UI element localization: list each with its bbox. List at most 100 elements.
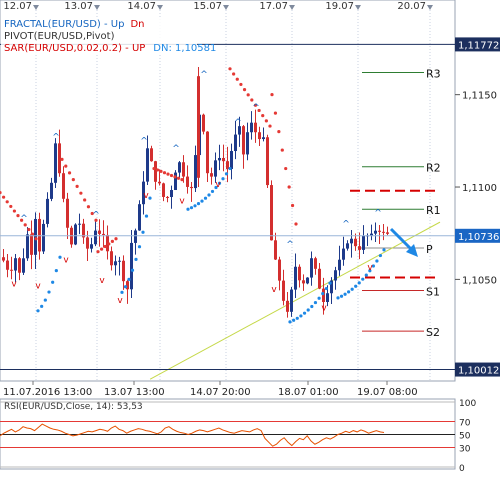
- candle: [34, 212, 37, 269]
- rsi-title: RSI(EUR/USD,Close, 14): 53,53: [4, 402, 143, 412]
- candle: [42, 219, 45, 254]
- date-marker-icon: [289, 5, 295, 10]
- candle: [274, 232, 277, 261]
- fractal-up-icon: ^: [52, 133, 60, 143]
- sar-dot: [123, 285, 128, 289]
- pivot-level-label: R2: [426, 162, 441, 175]
- sar-dot: [110, 239, 114, 243]
- price-tag-label: 1,11772: [458, 40, 499, 51]
- sar-dot: [67, 171, 72, 175]
- sar-dot: [20, 218, 24, 222]
- fractal-down-icon: v: [179, 196, 185, 206]
- sar-dot: [336, 296, 340, 300]
- candle: [102, 220, 105, 248]
- candle: [278, 256, 281, 291]
- candle: [342, 236, 345, 266]
- sar-dot: [347, 290, 351, 294]
- candle: [126, 279, 129, 304]
- candle: [6, 254, 9, 278]
- sar-dot: [60, 157, 64, 161]
- candle: [178, 160, 181, 179]
- candle: [270, 180, 273, 241]
- sar-dot: [155, 168, 160, 172]
- fractal-down-icon: v: [11, 280, 17, 290]
- candle: [386, 226, 389, 236]
- sar-dot: [90, 211, 94, 216]
- legend-sar: SAR(EUR/USD,0.02,0.2) - UP DN: 1,10581: [4, 43, 216, 54]
- candle: [174, 170, 177, 191]
- sar-dot: [47, 290, 51, 294]
- candle: [82, 218, 85, 244]
- sar-dot: [364, 273, 368, 277]
- candle: [90, 237, 93, 253]
- y-tick-label: 1,1050: [462, 275, 497, 286]
- fractal-markers: ^ ^ ^ ^ ^ ^ ^ ^ ^ ^ ^ v v v v v v v v v v v: [11, 70, 381, 314]
- sar-dot: [270, 93, 274, 97]
- date-marker-icon: [33, 5, 39, 10]
- fractal-down-icon: v: [35, 281, 41, 291]
- main-plot-frame: [0, 0, 456, 382]
- candle: [182, 155, 185, 183]
- sar-dot: [180, 178, 184, 182]
- sar-dot: [107, 242, 111, 246]
- sar-dot: [148, 196, 152, 200]
- candle: [346, 240, 349, 251]
- candlesticks: [2, 66, 389, 318]
- sar-dot: [134, 257, 138, 261]
- candle: [114, 255, 117, 276]
- candle: [306, 277, 309, 285]
- candle: [218, 144, 221, 171]
- candle: [146, 135, 149, 186]
- fractal-up-icon: ^: [374, 208, 382, 218]
- candle: [250, 111, 253, 140]
- top-date-label: 19.07: [325, 1, 354, 12]
- sar-dot: [361, 277, 365, 281]
- sar-dot: [375, 259, 379, 263]
- date-marker-icon: [157, 5, 163, 10]
- rsi-tick-label: 100: [459, 399, 476, 409]
- x-tick-label: 18.07 01:00: [278, 387, 339, 398]
- sar-dot: [203, 196, 208, 200]
- sar-dot: [292, 318, 296, 322]
- sar-dot: [96, 250, 100, 254]
- fractal-up-icon: ^: [140, 136, 148, 146]
- sar-dot: [207, 193, 211, 197]
- grid: [35, 10, 431, 381]
- sar-dot: [83, 198, 87, 202]
- sar-dot: [295, 316, 299, 320]
- sar-dot: [284, 166, 288, 171]
- candle: [194, 145, 197, 193]
- sar-dot: [120, 290, 124, 294]
- sar-dot: [166, 172, 170, 176]
- candle: [166, 195, 169, 203]
- sar-dot: [294, 222, 298, 226]
- candle: [158, 169, 161, 186]
- fractal-down-icon: v: [321, 304, 327, 314]
- rsi-line: [0, 423, 385, 447]
- trendline: [149, 221, 441, 380]
- candle: [74, 223, 77, 246]
- fractal-down-icon: v: [215, 180, 221, 190]
- candle: [318, 263, 321, 290]
- sar-dot: [321, 292, 325, 296]
- candle: [374, 222, 377, 243]
- sar-dot: [58, 255, 62, 259]
- candle: [58, 129, 61, 177]
- candle: [230, 143, 233, 180]
- sar-dot: [339, 294, 344, 298]
- sar-dot: [173, 175, 177, 179]
- candle: [262, 127, 265, 142]
- sar-dot: [253, 103, 258, 107]
- sar-dot: [186, 207, 190, 211]
- sar-dot: [287, 185, 291, 189]
- sar-dot: [79, 191, 83, 195]
- sar-dot: [299, 314, 303, 318]
- sar-dot: [357, 281, 361, 285]
- pivot-level-label: R3: [426, 67, 441, 80]
- sar-dot: [0, 190, 2, 195]
- rsi-panel: RSI(EUR/USD,Close, 14): 53,53 100 70 50 30 0: [0, 399, 476, 474]
- candle: [350, 230, 353, 258]
- sar-dot: [196, 202, 201, 206]
- sar-dot: [12, 209, 16, 213]
- candle: [150, 145, 153, 162]
